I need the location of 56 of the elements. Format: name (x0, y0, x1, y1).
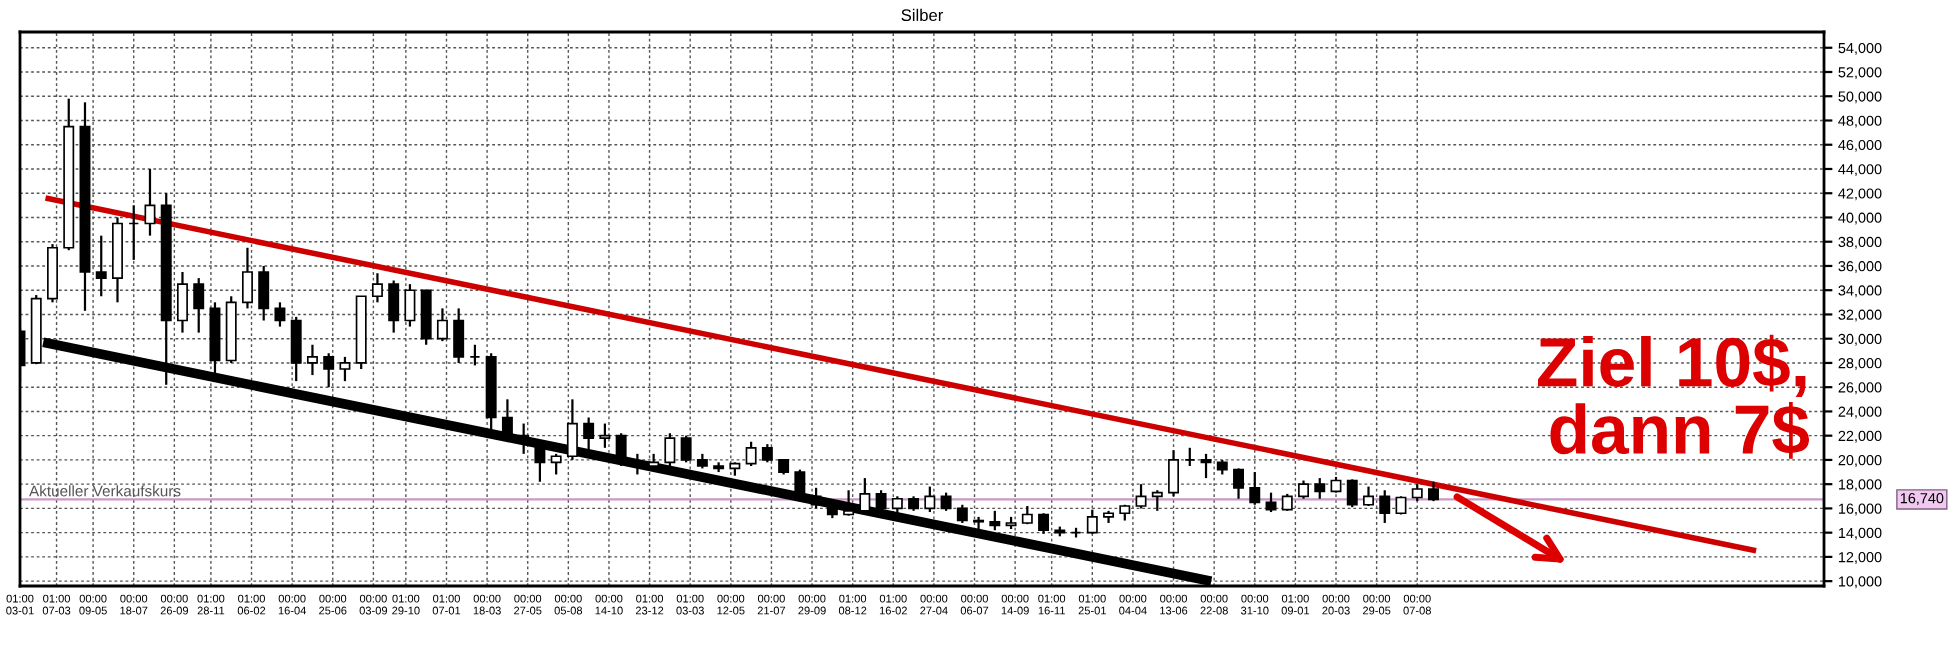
annotation: Ziel 10$, dann 7$ (1538, 334, 1810, 459)
candlestick (859, 477, 871, 516)
candlestick (566, 398, 578, 462)
candlestick (680, 434, 692, 464)
candlestick (290, 315, 302, 383)
candlestick (388, 279, 400, 334)
candlestick (95, 234, 107, 298)
candlestick (940, 491, 952, 512)
candlestick (339, 355, 351, 383)
candlestick (599, 422, 611, 449)
candlestick (1184, 446, 1196, 468)
candlestick (664, 432, 676, 470)
candlestick (1135, 483, 1147, 510)
candlestick (371, 272, 383, 304)
candlestick (1151, 489, 1163, 512)
candlestick (973, 515, 985, 532)
candlestick (761, 443, 773, 464)
candlestick (1363, 485, 1374, 508)
candlestick (436, 307, 448, 343)
candlestick (1314, 477, 1326, 500)
candlestick (518, 422, 530, 455)
candlestick (306, 343, 318, 377)
candlestick (1233, 467, 1245, 500)
candlestick (1086, 508, 1098, 535)
candlestick (241, 246, 253, 310)
candlestick (891, 495, 903, 519)
candlestick (501, 398, 513, 440)
candlestick (323, 352, 335, 389)
candlestick (1379, 489, 1391, 525)
candlestick (875, 489, 887, 512)
candlestick (1249, 470, 1261, 506)
candlestick (810, 486, 822, 510)
candlestick (404, 283, 416, 328)
candlestick (453, 307, 465, 365)
candlestick (128, 204, 140, 262)
candlestick (615, 432, 627, 468)
chart-title: Silber (901, 8, 944, 22)
candlestick (550, 452, 562, 476)
candlestick (176, 270, 188, 334)
candlestick (1298, 479, 1309, 500)
candlestick (1428, 480, 1439, 503)
candlestick (193, 276, 205, 334)
candlestick (745, 440, 757, 468)
candlestick (843, 489, 855, 517)
candlestick (583, 416, 595, 455)
candlestick (1168, 449, 1180, 498)
candlestick (1038, 512, 1050, 535)
candlestick (1200, 452, 1212, 480)
candlestick (274, 301, 286, 328)
candlestick (258, 264, 270, 322)
candlestick (989, 509, 1001, 532)
candlestick (924, 485, 936, 514)
candlestick (794, 468, 806, 500)
candlestick (469, 343, 481, 367)
candlestick (1346, 478, 1358, 509)
candlestick (956, 503, 968, 525)
